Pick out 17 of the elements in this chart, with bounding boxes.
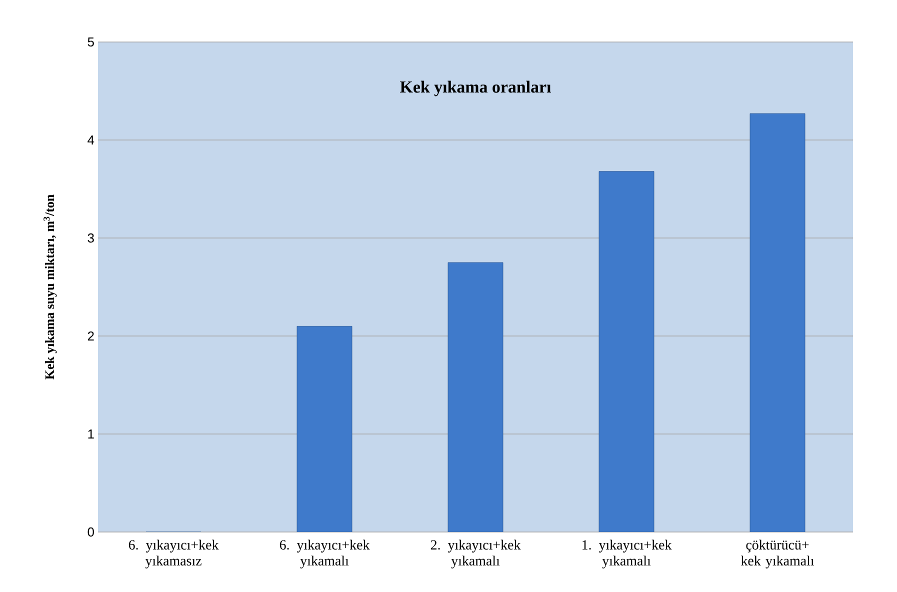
x-tick-label: 2. yıkayıcı+kek yıkamalı [430, 540, 521, 568]
y-tick-label: 4 [88, 136, 94, 144]
y-tick-label: 5 [88, 37, 94, 47]
x-tick-label: 6. yıkayıcı+kek yıkamalı [280, 540, 370, 568]
bar [598, 171, 654, 532]
y-tick-label: 2 [88, 331, 94, 341]
y-tick-label: 3 [88, 233, 94, 243]
bar [296, 326, 352, 532]
x-tick-label: 6. yıkayıcı+kek yıkamasız [128, 540, 219, 568]
bar [448, 262, 504, 532]
bar [750, 113, 806, 532]
x-tick-label: çöktürücü+ kek yıkamalı [740, 540, 814, 568]
x-tick-label: 1. yıkayıcı+kek yıkamalı [582, 540, 672, 568]
y-tick-label: 1 [88, 430, 94, 438]
y-tick-label: 0 [88, 527, 94, 537]
text: Kek yıkama oranları [400, 80, 551, 96]
y-axis-title: Kek yıkama suyu miktarı, m$^{3}$/ton [44, 194, 57, 380]
